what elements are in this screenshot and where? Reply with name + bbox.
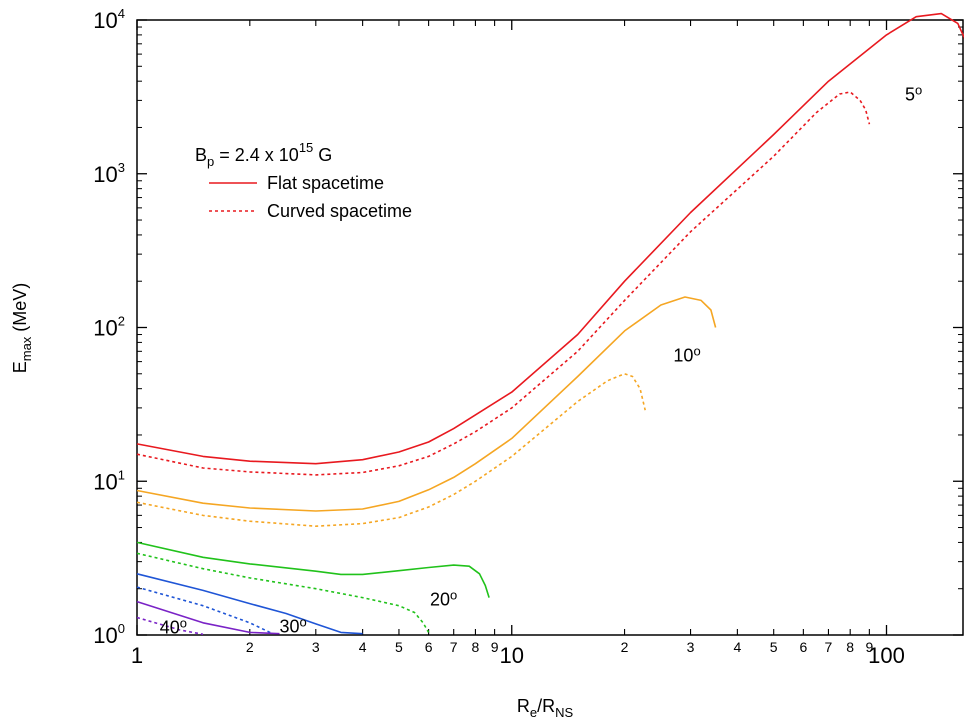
- x-minor-tick-label: 9: [491, 639, 499, 655]
- series-30deg-curved: [136, 586, 273, 635]
- x-minor-tick-label: 6: [799, 639, 807, 655]
- y-tick-label: 102: [93, 314, 125, 341]
- series-40deg-flat: [136, 600, 280, 635]
- series-10deg-flat: [136, 296, 717, 512]
- legend-flat-label: Flat spacetime: [267, 173, 384, 193]
- angle-label-20: 20o: [430, 588, 457, 610]
- angle-label-30: 30o: [279, 614, 306, 636]
- x-minor-tick-label: 7: [450, 639, 458, 655]
- legend-curved-label: Curved spacetime: [267, 201, 412, 221]
- series-20deg-flat: [136, 541, 490, 598]
- x-minor-tick-label: 7: [825, 639, 833, 655]
- series-30deg-flat: [136, 573, 363, 635]
- y-tick-label: 104: [93, 6, 125, 33]
- x-tick-label: 100: [868, 643, 905, 668]
- x-minor-tick-label: 2: [246, 639, 254, 655]
- series-10deg-curved: [136, 373, 646, 527]
- y-axis-ticks: 100 101 102 103 104: [93, 6, 963, 648]
- x-axis-label: Re/RNS: [517, 696, 574, 719]
- legend-field-text: Bp = 2.4 x 1015 G: [195, 140, 332, 169]
- y-tick-label: 100: [93, 621, 125, 648]
- angle-label-40: 40o: [160, 616, 187, 638]
- x-tick-label: 10: [500, 643, 524, 668]
- y-tick-label: 103: [93, 160, 125, 187]
- series-20deg-curved: [136, 552, 430, 633]
- x-minor-tick-label: 9: [865, 639, 873, 655]
- x-minor-tick-label: 2: [621, 639, 629, 655]
- legend: Bp = 2.4 x 1015 G Flat spacetime Curved …: [195, 140, 412, 221]
- x-minor-tick-label: 4: [733, 639, 741, 655]
- angle-label-5: 5o: [905, 82, 922, 104]
- x-minor-tick-label: 3: [687, 639, 695, 655]
- x-tick-label: 1: [131, 643, 143, 668]
- x-minor-tick-label: 4: [359, 639, 367, 655]
- x-minor-tick-label: 5: [770, 639, 778, 655]
- plot-frame: [136, 19, 964, 636]
- y-tick-label: 101: [93, 467, 125, 494]
- series-5deg-flat: [136, 12, 964, 465]
- angle-annotations: 5o 10o 20o 30o 40o: [160, 82, 922, 637]
- x-minor-tick-label: 8: [472, 639, 480, 655]
- series-5deg-curved: [136, 91, 871, 476]
- x-minor-tick-label: 6: [425, 639, 433, 655]
- x-minor-tick-label: 8: [846, 639, 854, 655]
- x-minor-tick-label: 3: [312, 639, 320, 655]
- x-minor-tick-label: 5: [395, 639, 403, 655]
- y-axis-label: Emax (MeV): [10, 283, 34, 374]
- series-lines: [136, 12, 964, 636]
- angle-label-10: 10o: [673, 344, 700, 366]
- series-40deg-curved: [136, 616, 204, 636]
